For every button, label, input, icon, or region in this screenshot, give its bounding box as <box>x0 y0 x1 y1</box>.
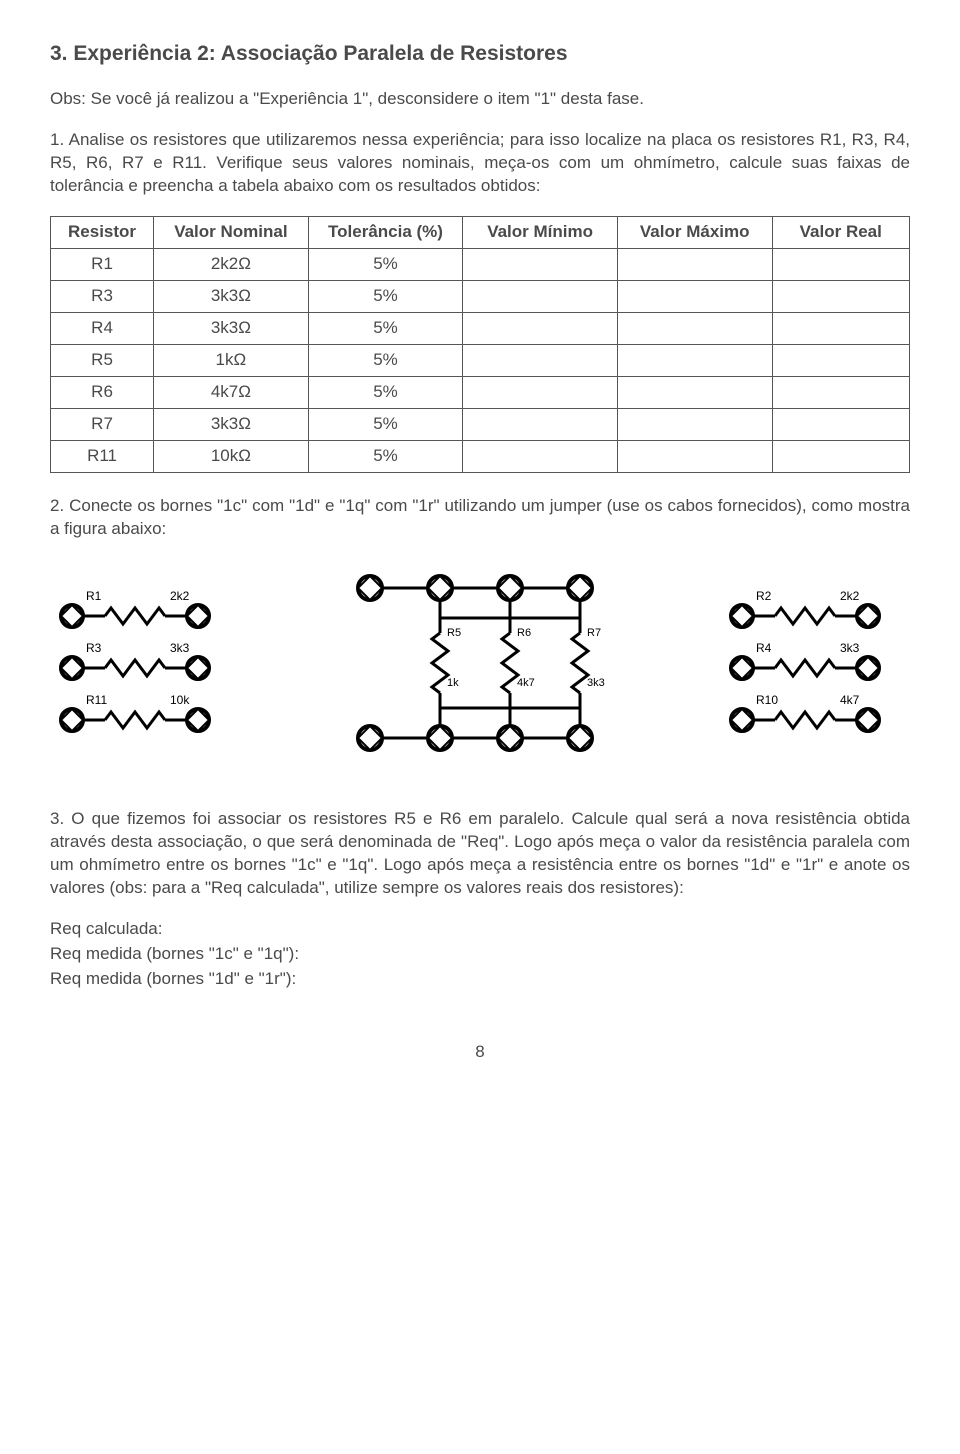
section-heading: 3. Experiência 2: Associação Paralela de… <box>50 40 910 68</box>
cell: 3k3Ω <box>154 408 309 440</box>
page-number: 8 <box>50 1041 910 1064</box>
table-row: R1 2k2Ω 5% <box>51 249 910 281</box>
label-r4-val: 3k3 <box>840 641 860 655</box>
col-max: Valor Máximo <box>617 217 772 249</box>
label-r6-val: 4k7 <box>517 677 535 689</box>
req-meas-cq-line: Req medida (bornes "1c" e "1q"): <box>50 943 910 966</box>
label-r2: R2 <box>756 589 772 603</box>
label-r1: R1 <box>86 589 102 603</box>
cell <box>463 280 618 312</box>
cell <box>772 440 909 472</box>
table-row: R3 3k3Ω 5% <box>51 280 910 312</box>
col-tolerance: Tolerância (%) <box>308 217 463 249</box>
cell: 5% <box>308 408 463 440</box>
label-r11-val: 10k <box>170 693 190 707</box>
cell <box>617 376 772 408</box>
step-2-paragraph: 2. Conecte os bornes "1c" com "1d" e "1q… <box>50 495 910 541</box>
intro-paragraph: Obs: Se você já realizou a "Experiência … <box>50 88 910 111</box>
label-r6: R6 <box>517 627 531 639</box>
table-row: R6 4k7Ω 5% <box>51 376 910 408</box>
col-resistor: Resistor <box>51 217 154 249</box>
table-row: R4 3k3Ω 5% <box>51 312 910 344</box>
cell <box>617 249 772 281</box>
circuit-diagram: R1 2k2 R3 3k3 R11 10k <box>50 558 910 778</box>
cell: 4k7Ω <box>154 376 309 408</box>
label-r3: R3 <box>86 641 102 655</box>
label-r11: R11 <box>86 693 107 707</box>
cell: R1 <box>51 249 154 281</box>
cell <box>772 376 909 408</box>
cell <box>772 312 909 344</box>
cell: R11 <box>51 440 154 472</box>
diagram-right-column: R2 2k2 R4 3k3 R10 4k7 <box>720 588 910 748</box>
cell <box>463 312 618 344</box>
cell <box>617 280 772 312</box>
col-nominal: Valor Nominal <box>154 217 309 249</box>
cell <box>463 344 618 376</box>
table-header-row: Resistor Valor Nominal Tolerância (%) Va… <box>51 217 910 249</box>
step-1-paragraph: 1. Analise os resistores que utilizaremo… <box>50 129 910 198</box>
cell: 3k3Ω <box>154 312 309 344</box>
cell: 5% <box>308 280 463 312</box>
table-row: R11 10kΩ 5% <box>51 440 910 472</box>
cell: R6 <box>51 376 154 408</box>
table-row: R7 3k3Ω 5% <box>51 408 910 440</box>
step-3-paragraph: 3. O que fizemos foi associar os resisto… <box>50 808 910 900</box>
cell: 5% <box>308 376 463 408</box>
cell: 1kΩ <box>154 344 309 376</box>
cell <box>463 249 618 281</box>
cell: 5% <box>308 344 463 376</box>
cell <box>463 408 618 440</box>
table-row: R5 1kΩ 5% <box>51 344 910 376</box>
cell <box>463 440 618 472</box>
cell <box>617 312 772 344</box>
cell: R3 <box>51 280 154 312</box>
cell <box>772 408 909 440</box>
cell: 5% <box>308 312 463 344</box>
cell: 3k3Ω <box>154 280 309 312</box>
label-r1-val: 2k2 <box>170 589 190 603</box>
resistor-table: Resistor Valor Nominal Tolerância (%) Va… <box>50 216 910 473</box>
col-real: Valor Real <box>772 217 909 249</box>
label-r10: R10 <box>756 693 778 707</box>
col-min: Valor Mínimo <box>463 217 618 249</box>
label-r7-val: 3k3 <box>587 677 605 689</box>
label-r5-val: 1k <box>447 677 459 689</box>
req-meas-dr-line: Req medida (bornes "1d" e "1r"): <box>50 968 910 991</box>
cell: R5 <box>51 344 154 376</box>
diagram-center-network: R5 1k R6 4k7 R7 3k3 <box>330 558 630 778</box>
cell <box>772 344 909 376</box>
label-r4: R4 <box>756 641 772 655</box>
cell <box>463 376 618 408</box>
label-r3-val: 3k3 <box>170 641 190 655</box>
label-r10-val: 4k7 <box>840 693 860 707</box>
diagram-left-column: R1 2k2 R3 3k3 R11 10k <box>50 588 240 748</box>
cell: 5% <box>308 249 463 281</box>
cell <box>617 408 772 440</box>
cell: R4 <box>51 312 154 344</box>
cell <box>617 440 772 472</box>
label-r7: R7 <box>587 627 601 639</box>
cell <box>772 280 909 312</box>
cell <box>772 249 909 281</box>
label-r5: R5 <box>447 627 461 639</box>
cell <box>617 344 772 376</box>
cell: 5% <box>308 440 463 472</box>
cell: 2k2Ω <box>154 249 309 281</box>
req-calc-line: Req calculada: <box>50 918 910 941</box>
cell: 10kΩ <box>154 440 309 472</box>
label-r2-val: 2k2 <box>840 589 860 603</box>
cell: R7 <box>51 408 154 440</box>
